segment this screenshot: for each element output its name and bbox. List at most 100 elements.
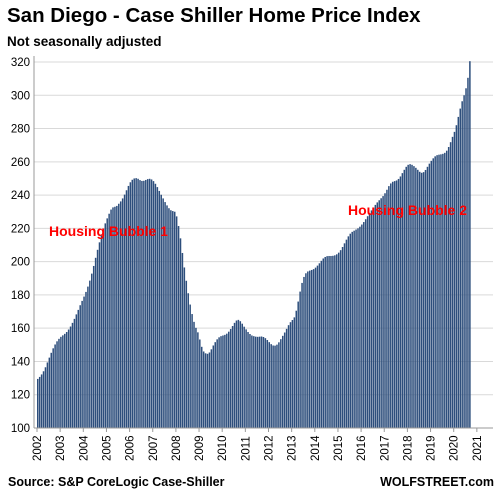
bar	[233, 322, 236, 428]
x-tick-label: 2005	[101, 435, 113, 461]
bar	[231, 326, 234, 428]
bar	[87, 286, 89, 428]
bar	[282, 335, 284, 428]
bar	[409, 164, 411, 428]
bar	[463, 95, 465, 428]
bar	[295, 310, 298, 428]
y-tick-labels: 100 120 140 160 180 200 220 240 260 280 300 320	[11, 57, 30, 435]
bar	[175, 216, 178, 428]
bar	[343, 243, 346, 428]
bar	[152, 181, 155, 428]
bar	[119, 201, 122, 428]
bar	[102, 229, 105, 428]
bar	[393, 181, 396, 428]
bar	[391, 181, 394, 428]
bar	[227, 331, 230, 428]
bar	[162, 198, 164, 428]
bar	[461, 101, 463, 429]
x-tick-label: 2015	[333, 435, 345, 461]
bar	[347, 236, 350, 428]
bar	[46, 362, 49, 428]
y-tick-label: 280	[11, 124, 30, 136]
bar	[42, 371, 45, 428]
bar	[197, 332, 199, 428]
bar	[353, 230, 355, 428]
bar	[54, 344, 56, 428]
bar	[256, 336, 259, 428]
bar	[38, 376, 41, 428]
bar	[200, 346, 203, 428]
bar	[71, 322, 74, 428]
bar	[146, 179, 149, 428]
bar	[318, 263, 321, 428]
bar	[287, 325, 290, 428]
bar	[96, 249, 99, 428]
bar	[444, 152, 446, 429]
bar	[382, 196, 384, 428]
bar	[108, 213, 110, 428]
bar	[453, 131, 456, 428]
x-tick-label: 2019	[426, 435, 438, 461]
bar	[40, 374, 43, 428]
axes	[33, 56, 493, 432]
bar	[212, 345, 215, 428]
bar	[337, 252, 340, 428]
bar	[251, 335, 253, 428]
bar	[361, 224, 363, 428]
bar	[79, 305, 81, 428]
bar	[411, 164, 413, 428]
bar	[299, 291, 301, 428]
bar	[220, 336, 222, 428]
bar	[449, 142, 452, 429]
bar	[341, 246, 344, 428]
bar	[372, 207, 375, 428]
bar	[91, 273, 93, 428]
bar	[280, 339, 282, 428]
bar	[345, 239, 348, 428]
bar	[324, 256, 326, 428]
bar	[69, 326, 72, 428]
bar	[202, 351, 205, 428]
bar	[133, 178, 135, 428]
bar	[309, 270, 311, 428]
bar	[249, 334, 251, 428]
y-tick-label: 320	[11, 57, 30, 69]
y-tick-label: 240	[11, 190, 30, 202]
bar	[253, 336, 255, 428]
bar	[397, 178, 400, 428]
y-tick-label: 140	[11, 356, 30, 368]
bar	[50, 352, 53, 428]
x-tick-label: 2014	[310, 435, 322, 461]
bar	[436, 155, 438, 428]
bar	[349, 233, 352, 428]
bar	[426, 166, 429, 429]
annotation-housing-bubble-2: Housing Bubble 2	[348, 202, 467, 218]
x-tick-label: 2006	[125, 435, 137, 461]
bar	[204, 353, 207, 428]
bar	[322, 258, 325, 428]
bar	[312, 269, 315, 428]
bar	[75, 314, 78, 428]
bar	[137, 178, 139, 428]
bar	[226, 333, 228, 428]
bar	[442, 153, 444, 428]
x-tick-label: 2012	[264, 435, 276, 461]
bar	[272, 345, 274, 428]
bar	[89, 280, 91, 428]
bar	[301, 282, 303, 428]
y-tick-label: 200	[11, 257, 30, 269]
bar	[148, 178, 151, 428]
bar	[465, 88, 467, 428]
bar	[177, 226, 180, 428]
bar	[388, 186, 390, 428]
bar	[293, 317, 296, 428]
bar	[77, 309, 80, 428]
bar	[241, 323, 243, 428]
bar	[330, 255, 332, 428]
bar	[469, 61, 471, 428]
bar	[73, 318, 76, 428]
bar	[154, 183, 157, 428]
bar	[114, 206, 116, 428]
bar	[60, 336, 62, 428]
